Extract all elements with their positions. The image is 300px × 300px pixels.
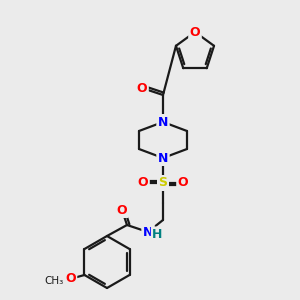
Text: O: O <box>138 176 148 190</box>
Text: N: N <box>158 116 168 128</box>
Text: O: O <box>117 203 127 217</box>
Text: H: H <box>152 227 162 241</box>
Text: O: O <box>190 26 200 38</box>
Text: O: O <box>137 82 147 94</box>
Text: N: N <box>158 152 168 164</box>
Text: CH₃: CH₃ <box>45 276 64 286</box>
Text: O: O <box>65 272 76 286</box>
Text: N: N <box>143 226 153 238</box>
Text: S: S <box>158 176 167 190</box>
Text: O: O <box>178 176 188 190</box>
